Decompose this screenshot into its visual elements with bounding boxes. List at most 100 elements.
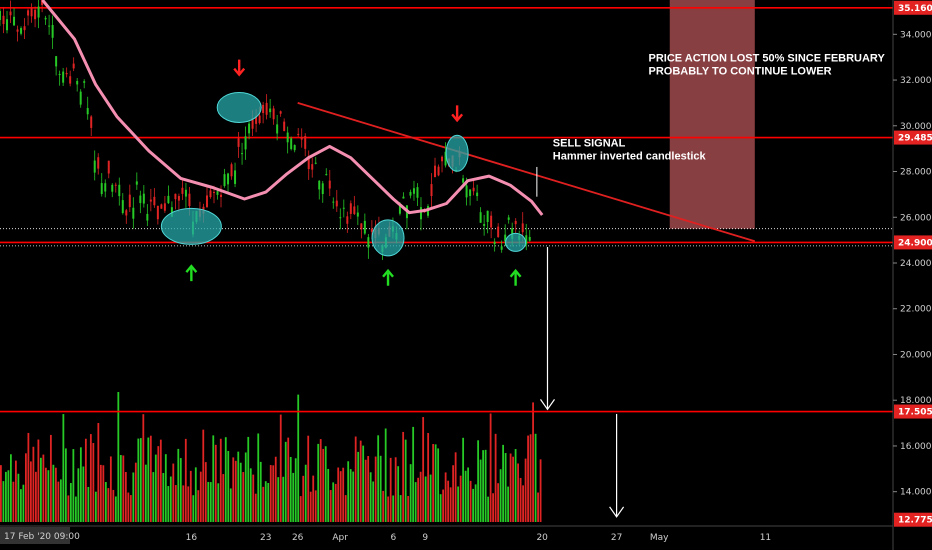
volume-bar — [454, 452, 457, 522]
candle-body — [149, 199, 152, 202]
volume-bar — [457, 486, 460, 522]
volume-bar — [184, 438, 187, 522]
volume-bar — [92, 443, 95, 522]
volume-bar — [132, 472, 135, 522]
moving-average-layer — [41, 0, 544, 216]
candle-body — [363, 220, 366, 234]
candle-body — [209, 190, 212, 198]
candle-body — [486, 210, 489, 223]
volume-bar — [14, 460, 17, 522]
candle-body — [419, 207, 422, 220]
volume-bar — [374, 456, 377, 522]
volume-bar — [152, 472, 155, 522]
volume-bar — [234, 460, 237, 522]
red-down-arrow-head — [451, 113, 464, 123]
volume-bar — [327, 468, 330, 522]
volume-bar — [82, 466, 85, 522]
candle-body — [412, 188, 415, 194]
volume-bar — [497, 483, 500, 522]
candle-body — [153, 196, 156, 206]
candle-body — [507, 217, 510, 220]
candle-body — [44, 17, 47, 20]
candle-body — [72, 63, 75, 69]
trendline-layer[interactable] — [297, 102, 756, 243]
highlight-ellipses[interactable] — [160, 91, 527, 257]
text-annotations[interactable]: PRICE ACTION LOST 50% SINCE FEBRUARY PRO… — [553, 53, 886, 163]
candle-body — [230, 164, 233, 177]
volume-bar — [77, 468, 80, 522]
candle-body — [41, 0, 44, 6]
candle-body — [167, 195, 170, 204]
volume-bar — [159, 439, 162, 522]
volume-bar — [292, 472, 295, 522]
time-axis[interactable]: 17 Feb '20 09:00 16 23 26 Apr 6 9 20 27 May 11 — [0, 525, 893, 544]
candle-body — [170, 207, 173, 217]
volume-bar — [179, 458, 182, 522]
moving-average-line — [41, 0, 544, 216]
price-axis[interactable]: 34.000 32.000 30.000 28.000 26.000 24.000 22.0… — [892, 0, 932, 550]
candle-body — [283, 121, 286, 132]
candle-body — [142, 193, 145, 204]
volume-bar — [514, 449, 517, 522]
price-label: 24.900 — [898, 238, 932, 248]
candle-body — [205, 195, 208, 207]
volume-bar — [492, 493, 495, 522]
candle-body — [521, 223, 524, 233]
horizontal-levels[interactable] — [0, 6, 893, 413]
volume-bar — [304, 464, 307, 522]
price-label-bg — [894, 512, 932, 527]
price-tick-label: 26.000 — [900, 213, 932, 223]
volume-bar — [269, 465, 272, 522]
candle-body — [132, 207, 135, 219]
volume-bar — [62, 414, 65, 522]
volume-bar — [352, 471, 355, 522]
volume-bar — [219, 438, 222, 522]
candle-body — [220, 194, 223, 198]
volume-bar — [377, 435, 380, 522]
volume-bar — [387, 496, 390, 522]
price-tick-label: 20.000 — [900, 350, 932, 360]
volume-bar — [539, 459, 542, 522]
volume-bar — [282, 476, 285, 522]
volume-bar — [109, 456, 112, 522]
candle-body — [269, 108, 272, 113]
candle-body — [465, 185, 468, 198]
candle-body — [241, 153, 244, 155]
volume-bar — [479, 459, 482, 522]
candle-body — [23, 26, 26, 31]
candle-body — [276, 124, 279, 134]
volume-bar — [529, 434, 532, 522]
highlight-ellipse — [216, 91, 262, 123]
green-up-arrow-head — [509, 268, 522, 278]
white-arrow-head — [540, 399, 555, 411]
candle-body — [174, 193, 177, 200]
candle-body — [258, 115, 261, 124]
volume-bar — [0, 465, 2, 522]
volume-bar — [477, 440, 480, 522]
candle-body — [69, 76, 72, 84]
price-tick-label: 14.000 — [900, 488, 932, 498]
volume-bar — [244, 452, 247, 522]
candle-body — [177, 196, 180, 201]
candle-body — [476, 192, 479, 197]
volume-bar — [499, 469, 502, 522]
candle-body — [409, 191, 412, 196]
volume-bar — [537, 492, 539, 522]
volume-bar — [324, 446, 327, 522]
target-zone-rect — [669, 0, 755, 229]
volume-bar — [522, 485, 524, 522]
candle-body — [444, 151, 447, 166]
candle-body — [441, 156, 444, 162]
volume-bar — [224, 437, 227, 522]
volume-bar — [359, 440, 362, 522]
candle-body — [490, 215, 493, 228]
volume-bar — [384, 428, 387, 522]
candle-body — [311, 164, 314, 170]
volume-bar — [294, 458, 297, 522]
volume-bar — [439, 494, 442, 522]
candle-body — [227, 173, 230, 185]
candle-body — [16, 29, 19, 32]
volume-bar — [512, 456, 514, 522]
candle-body — [62, 71, 65, 83]
